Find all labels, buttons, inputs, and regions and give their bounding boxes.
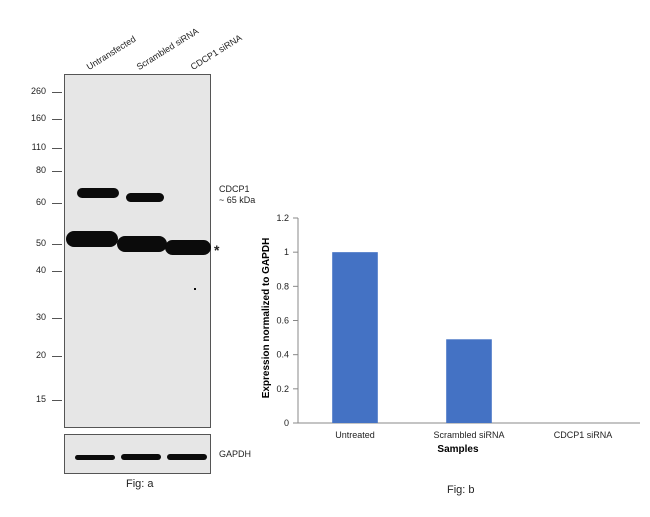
nonspecific-band-untransfected: [66, 231, 118, 247]
lane-label-untransfected: Untransfected: [84, 33, 138, 72]
nonspecific-band-scrambled: [117, 236, 167, 252]
x-category-label: Scrambled siRNA: [433, 430, 504, 440]
mw-tick: [52, 92, 62, 93]
blot-speck: [194, 288, 196, 290]
x-category-label: Untreated: [335, 430, 375, 440]
bar-untreated: [332, 252, 378, 423]
y-axis-title: Expression normalized to GAPDH: [261, 238, 272, 399]
nonspecific-asterisk: *: [214, 242, 220, 258]
mw-marker-80: 80: [35, 165, 46, 175]
y-tick-label: 1.2: [276, 213, 289, 223]
y-tick-label: 0.4: [276, 350, 289, 360]
gapdh-band-untransfected: [75, 455, 115, 460]
lane-label-cdcp1-sirna: CDCP1 siRNA: [188, 32, 244, 72]
gapdh-band-cdcp1-sirna: [167, 454, 207, 460]
y-tick-label: 0.6: [276, 316, 289, 326]
nonspecific-band-cdcp1-sirna: [165, 240, 211, 255]
mw-marker-50: 50: [35, 238, 46, 248]
figure-b-caption: Fig: b: [447, 484, 475, 496]
mw-marker-30: 30: [35, 312, 46, 322]
mw-tick: [52, 244, 62, 245]
cdcp1-band-label: CDCP1: [219, 184, 250, 194]
mw-tick: [52, 148, 62, 149]
cdcp1-size-label: ~ 65 kDa: [219, 195, 256, 205]
x-category-label: CDCP1 siRNA: [554, 430, 613, 440]
mw-marker-60: 60: [35, 197, 46, 207]
mw-tick: [52, 356, 62, 357]
mw-marker-110: 110: [31, 142, 46, 152]
gapdh-blot-membrane: [64, 434, 211, 474]
cdcp1-band-scrambled: [126, 193, 164, 202]
y-tick-label: 0.2: [276, 384, 289, 394]
mw-tick: [52, 318, 62, 319]
mw-tick: [52, 400, 62, 401]
figure-a-caption: Fig: a: [126, 478, 154, 490]
bar-scrambled-sirna: [446, 339, 492, 423]
mw-marker-260: 260: [30, 86, 46, 96]
blot-membrane: [64, 74, 211, 428]
mw-marker-160: 160: [30, 113, 46, 123]
mw-tick: [52, 171, 62, 172]
mw-tick: [52, 119, 62, 120]
x-axis-title: Samples: [437, 444, 479, 455]
y-tick-label: 1: [284, 247, 289, 257]
mw-marker-15: 15: [35, 394, 46, 404]
mw-marker-20: 20: [35, 350, 46, 360]
mw-tick: [52, 271, 62, 272]
cdcp1-band-untransfected: [77, 188, 119, 198]
mw-tick: [52, 203, 62, 204]
expression-bar-chart: Expression normalized to GAPDH Samples 0…: [261, 213, 640, 455]
mw-marker-40: 40: [35, 265, 46, 275]
gapdh-label: GAPDH: [219, 449, 252, 459]
y-tick-label: 0: [284, 418, 289, 428]
gapdh-band-scrambled: [121, 454, 161, 460]
y-tick-label: 0.8: [276, 281, 289, 291]
